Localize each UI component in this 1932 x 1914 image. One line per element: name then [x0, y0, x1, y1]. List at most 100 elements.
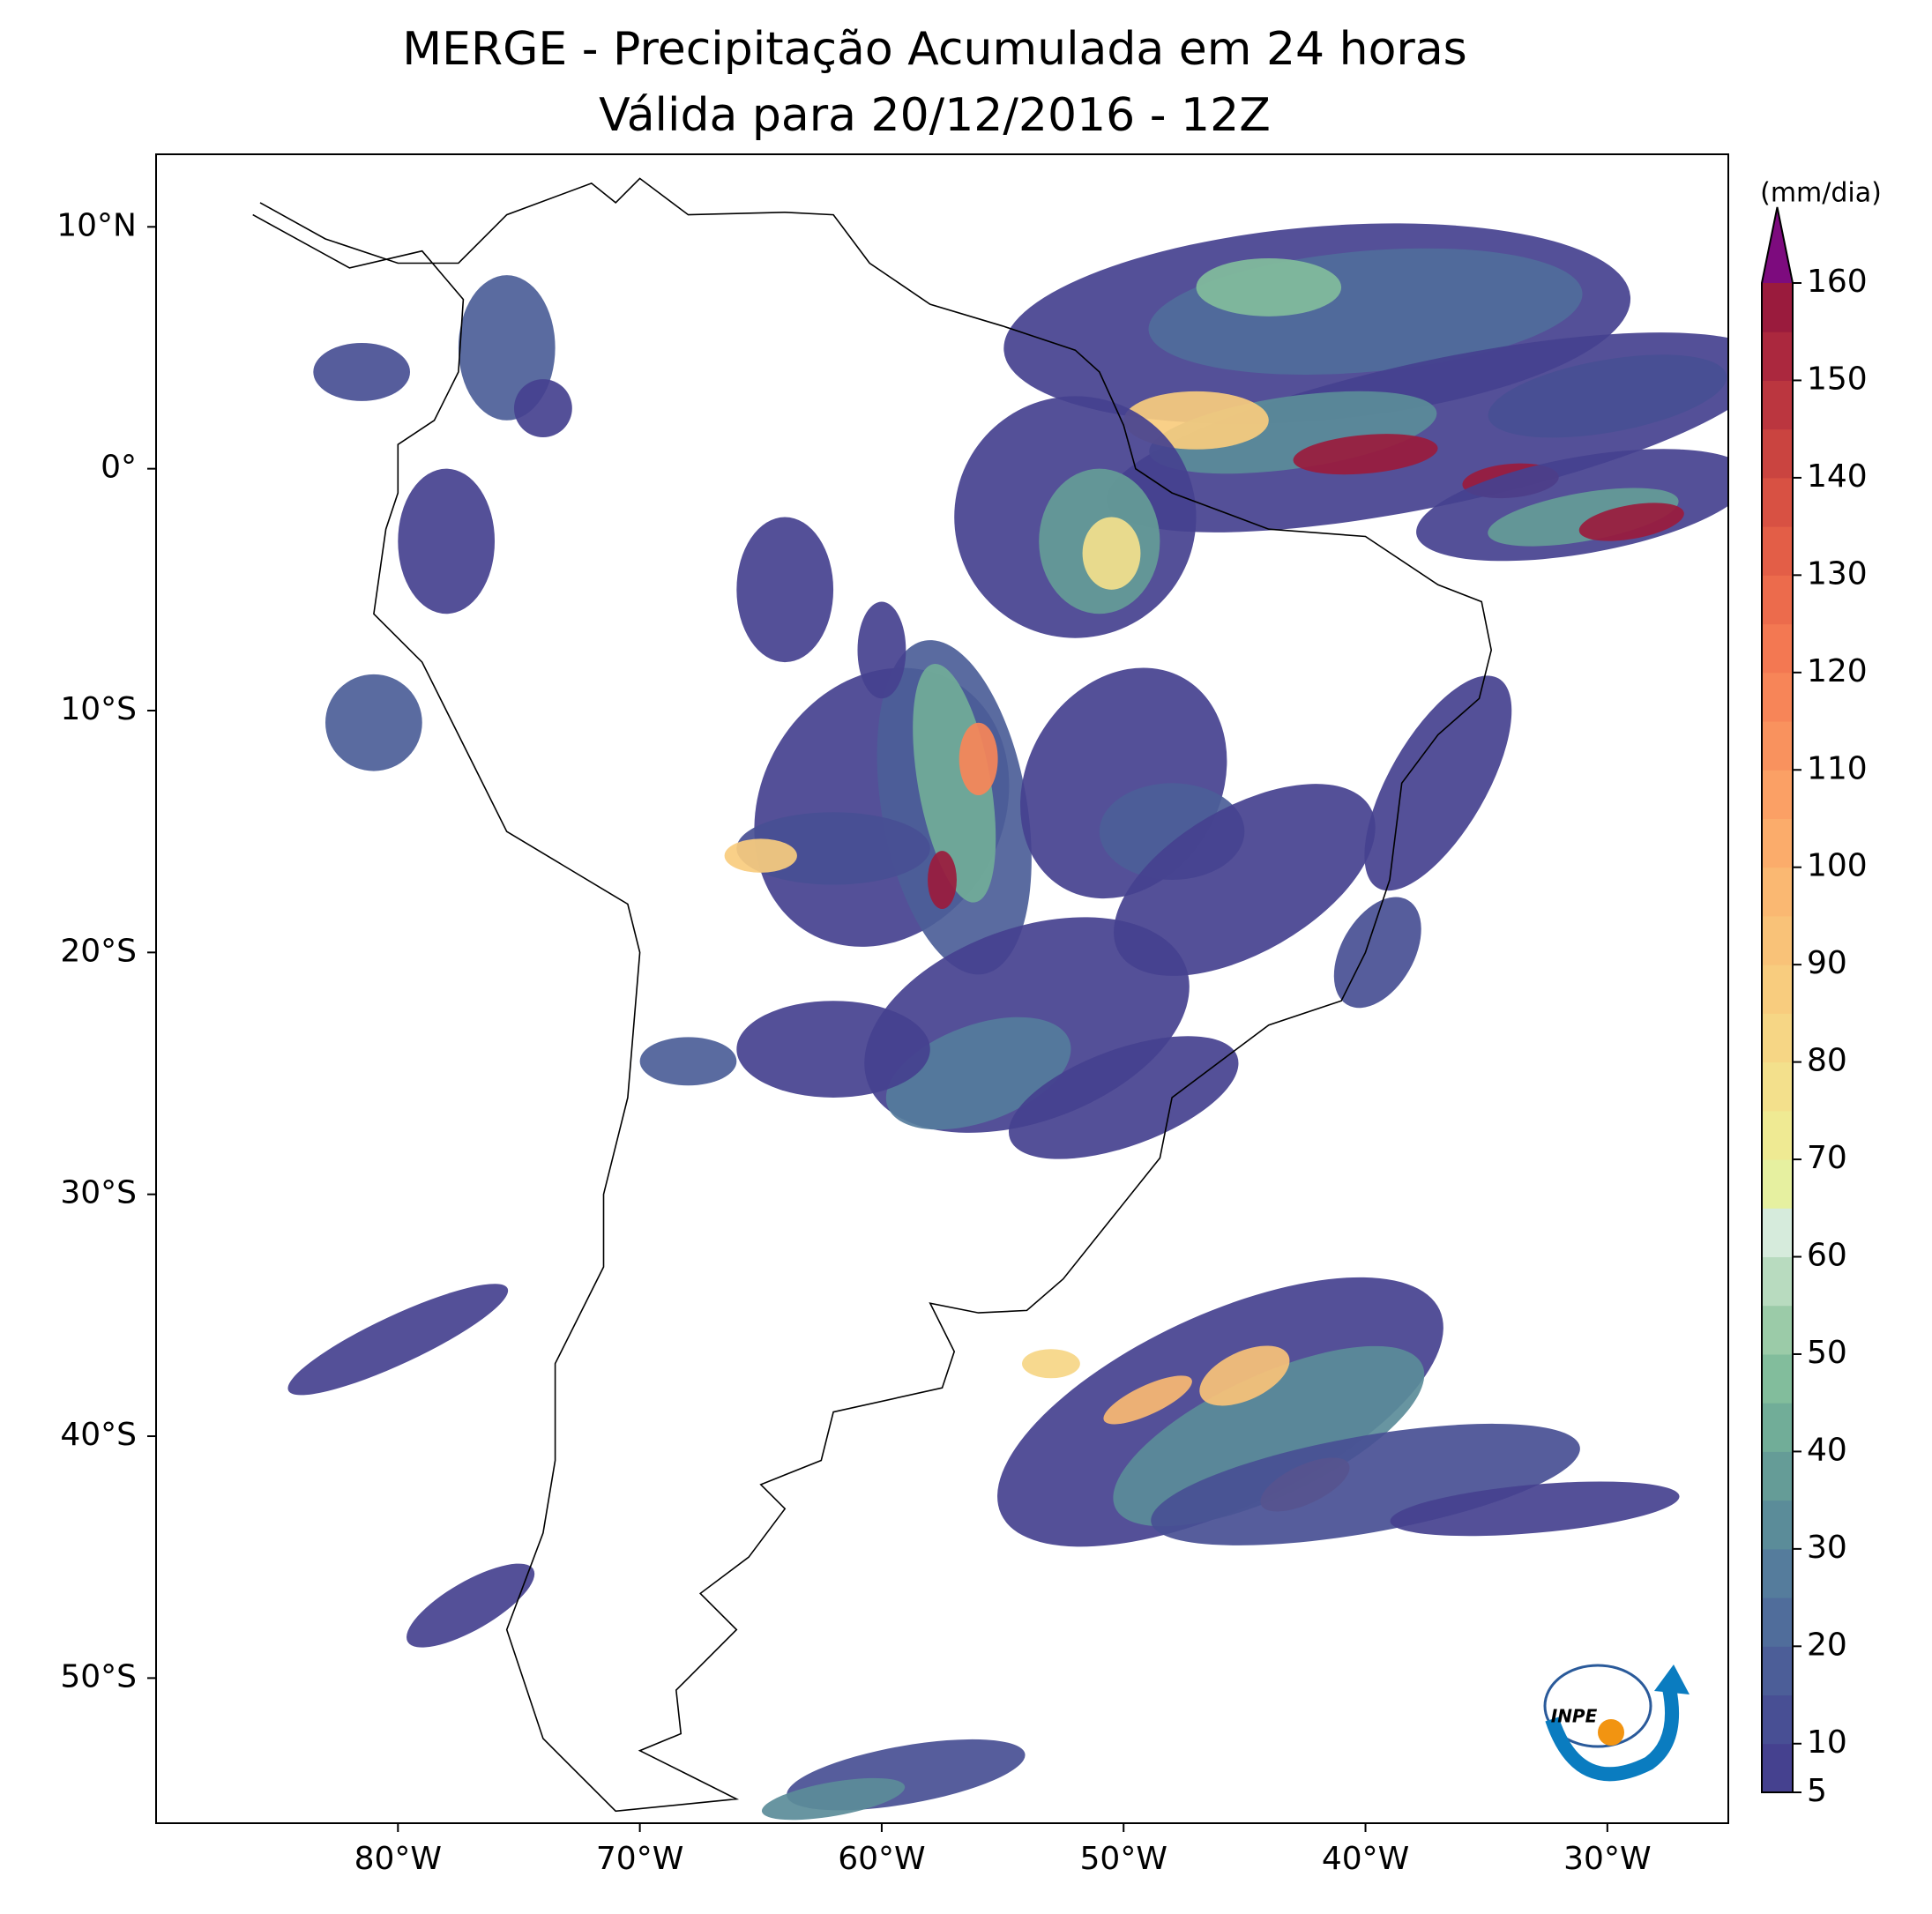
colorbar-tick-label: 80 — [1807, 1043, 1847, 1079]
colorbar-band — [1762, 1743, 1793, 1793]
logo-arrowhead — [1654, 1665, 1690, 1694]
precip-area — [724, 838, 797, 873]
colorbar-band — [1762, 1597, 1793, 1647]
colorbar-tick-label: 10 — [1807, 1724, 1847, 1761]
x-tick-label: 30°W — [1563, 1841, 1651, 1877]
y-tick-label: 20°S — [60, 933, 137, 969]
colorbar-band — [1762, 1256, 1793, 1307]
precip-area — [325, 674, 422, 771]
x-tick-label: 70°W — [596, 1841, 683, 1877]
colorbar-band — [1762, 1305, 1793, 1355]
y-tick-label: 50°S — [60, 1658, 137, 1694]
colorbar-tick-label: 40 — [1807, 1432, 1847, 1468]
y-tick-label: 40°S — [60, 1417, 137, 1453]
colorbar-band — [1762, 818, 1793, 868]
precip-area — [287, 1284, 509, 1396]
colorbar-band — [1762, 623, 1793, 674]
logo-text: INPE — [1551, 1706, 1598, 1727]
coastline — [252, 177, 1493, 1813]
title: MERGE - Precipitação Acumulada em 24 hor… — [402, 23, 1467, 76]
precip-area — [1082, 517, 1141, 590]
logo-arrow — [1545, 1687, 1679, 1782]
colorbar-band — [1762, 283, 1793, 332]
colorbar-band — [1762, 672, 1793, 722]
colorbar-band — [1762, 1646, 1793, 1696]
colorbar: 5 10 20 30 40 50 60 70 80 90 100 110 120 130 140 150 160… — [1760, 178, 1882, 1810]
precip-area — [1113, 1345, 1425, 1527]
colorbar-band — [1762, 915, 1793, 965]
colorbar-band — [1762, 867, 1793, 917]
precip-area — [407, 1563, 535, 1648]
precip-area — [959, 722, 998, 796]
colorbar-tick-label: 120 — [1807, 653, 1868, 689]
precip-area — [761, 1777, 906, 1821]
y-tick-label: 0° — [101, 450, 137, 486]
colorbar-band — [1762, 1694, 1793, 1745]
colorbar-tick-label: 150 — [1807, 361, 1868, 397]
logo-orbit — [1543, 1664, 1652, 1748]
colorbar-band — [1762, 1353, 1793, 1404]
colorbar-tick-label: 100 — [1807, 848, 1868, 884]
colorbar-band — [1762, 526, 1793, 576]
precip-area — [1364, 675, 1512, 891]
precip-area — [1293, 434, 1438, 475]
precip-area — [1151, 1423, 1580, 1545]
colorbar-band — [1762, 1548, 1793, 1598]
axes: 80°W 70°W 60°W 50°W 40°W 30°W 10°N 0° 10°S 20°S 30… — [56, 207, 1651, 1877]
colorbar-band — [1762, 1451, 1793, 1501]
colorbar-tick-label: 5 — [1807, 1773, 1827, 1809]
precip-area — [398, 468, 496, 614]
colorbar-band — [1762, 575, 1793, 625]
precip-area — [1008, 1036, 1239, 1159]
precip-area — [1199, 1345, 1290, 1406]
colorbar-band — [1762, 380, 1793, 430]
y-tick-label: 10°S — [60, 691, 137, 727]
precip-area — [1114, 784, 1376, 976]
colorbar-band — [1762, 1013, 1793, 1063]
colorbar-band — [1762, 964, 1793, 1014]
precip-area — [1578, 503, 1684, 541]
precip-area — [1022, 1349, 1080, 1379]
precipitation-field — [287, 223, 1728, 1821]
precip-area — [1488, 354, 1727, 438]
precip-area — [1390, 1481, 1680, 1537]
subtitle: Válida para 20/12/2016 - 12Z — [599, 89, 1271, 142]
precip-area — [736, 1001, 930, 1098]
colorbar-band — [1762, 1061, 1793, 1112]
colorbar-band — [1762, 428, 1793, 479]
colorbar-band — [1762, 721, 1793, 771]
colorbar-tick-label: 110 — [1807, 750, 1868, 786]
x-tick-label: 60°W — [838, 1841, 925, 1877]
colorbar-extend — [1762, 207, 1793, 283]
precip-area — [313, 342, 411, 401]
precip-area — [1333, 897, 1421, 1009]
colorbar-tick-label: 70 — [1807, 1140, 1847, 1176]
precip-area — [1488, 488, 1679, 547]
precip-area — [736, 517, 834, 663]
precip-area — [639, 1037, 737, 1086]
precip-area — [1196, 257, 1342, 317]
y-tick-label: 10°N — [56, 207, 137, 243]
colorbar-tick-label: 160 — [1807, 264, 1868, 300]
colorbar-tick-label: 140 — [1807, 458, 1868, 495]
colorbar-band — [1762, 477, 1793, 527]
colorbar-tick-label: 20 — [1807, 1627, 1847, 1663]
colorbar-tick-label: 50 — [1807, 1335, 1847, 1371]
colorbar-tick-label: 30 — [1807, 1530, 1847, 1566]
colorbar-band — [1762, 1403, 1793, 1452]
x-tick-label: 80°W — [354, 1841, 442, 1877]
colorbar-band — [1762, 1159, 1793, 1209]
colorbar-tick-label: 90 — [1807, 945, 1847, 981]
colorbar-tick-label: 130 — [1807, 555, 1868, 592]
precip-area — [513, 379, 572, 437]
map-frame — [155, 153, 1729, 1824]
x-tick-label: 40°W — [1322, 1841, 1409, 1877]
colorbar-tick-label: 60 — [1807, 1238, 1847, 1274]
colorbar-outline — [1761, 206, 1794, 1793]
colorbar-band — [1762, 331, 1793, 381]
x-tick-label: 50°W — [1080, 1841, 1167, 1877]
colorbar-band — [1762, 1110, 1793, 1160]
colorbar-band — [1762, 1208, 1793, 1258]
logo-dot — [1598, 1719, 1624, 1746]
